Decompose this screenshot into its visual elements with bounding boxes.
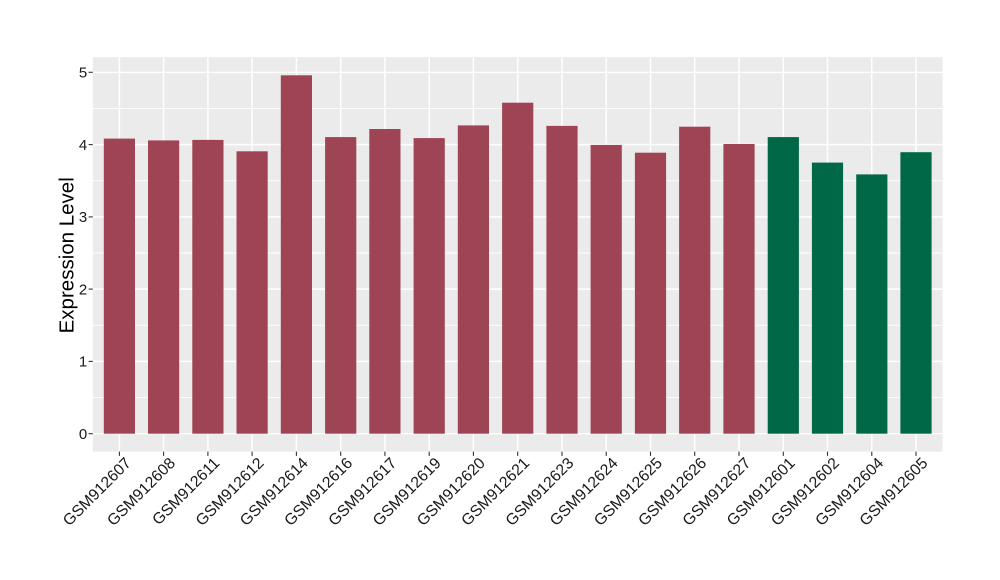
svg-text:0: 0 xyxy=(79,426,87,443)
svg-text:3: 3 xyxy=(79,209,87,226)
svg-text:2: 2 xyxy=(79,281,87,298)
svg-text:4: 4 xyxy=(79,137,87,154)
svg-text:5: 5 xyxy=(79,65,87,82)
svg-text:1: 1 xyxy=(79,354,87,371)
svg-text:Expression Level: Expression Level xyxy=(55,177,78,333)
